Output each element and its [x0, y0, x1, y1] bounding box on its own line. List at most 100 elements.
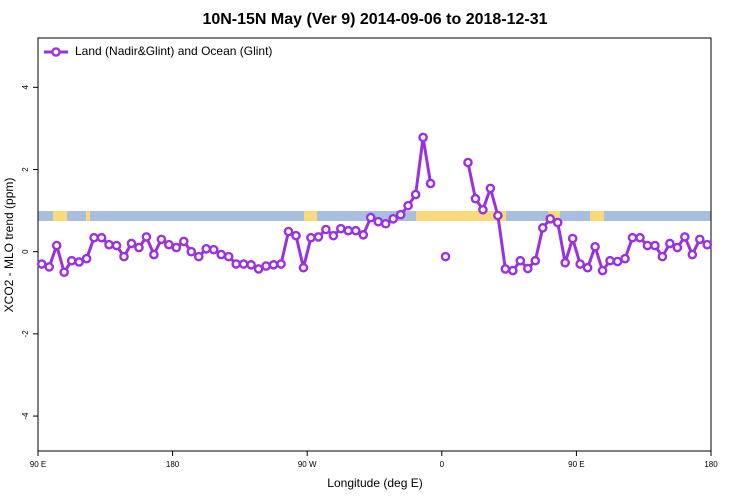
data-point — [171, 242, 182, 253]
land-patch — [416, 211, 506, 221]
data-point — [104, 239, 114, 250]
data-point — [283, 226, 294, 237]
data-point — [96, 232, 107, 243]
data-point — [478, 204, 488, 215]
data-point — [612, 256, 623, 267]
legend-label: Land (Nadir&Glint) and Ocean (Glint) — [75, 44, 272, 58]
data-point — [380, 218, 391, 229]
data-point — [36, 259, 47, 269]
data-point — [291, 230, 301, 241]
data-point — [253, 264, 264, 274]
land-patch — [86, 211, 90, 221]
data-point — [44, 262, 55, 272]
data-point — [395, 209, 406, 220]
y-tick-label: 2 — [21, 167, 30, 172]
data-point — [493, 210, 503, 221]
data-point — [74, 257, 84, 267]
data-point — [89, 232, 99, 243]
data-point — [665, 238, 675, 249]
data-point — [276, 259, 286, 269]
data-point — [231, 259, 241, 269]
y-tick-label: 0 — [21, 249, 30, 254]
data-point — [351, 225, 361, 236]
data-point — [627, 232, 638, 243]
data-point — [552, 217, 563, 228]
data-point — [605, 255, 615, 266]
data-point — [246, 260, 256, 270]
data-point — [111, 240, 122, 251]
data-point — [223, 251, 234, 262]
data-point — [470, 193, 481, 204]
x-axis-label: Longitude (deg E) — [327, 476, 422, 490]
data-point — [164, 239, 174, 250]
data-point — [500, 264, 511, 274]
data-point — [403, 200, 413, 211]
data-point — [650, 240, 660, 251]
x-tick-label: 180 — [166, 460, 180, 469]
data-point — [156, 234, 167, 245]
data-point — [680, 232, 690, 242]
x-tick-label: 90 W — [298, 460, 317, 469]
land-patch — [590, 211, 604, 221]
data-point — [597, 265, 608, 276]
data-point — [81, 253, 92, 264]
data-point — [388, 214, 398, 224]
data-point — [515, 255, 526, 266]
land-patch — [53, 211, 67, 221]
y-axis-label: XCO2 - MLO trend (ppm) — [2, 178, 16, 313]
data-point — [642, 240, 653, 251]
data-point — [126, 238, 137, 249]
data-point — [418, 132, 428, 143]
data-point — [522, 263, 533, 274]
x-tick-label: 0 — [440, 460, 445, 469]
data-point — [59, 267, 69, 278]
data-point — [620, 253, 630, 264]
data-point — [567, 233, 578, 244]
data-point — [193, 251, 204, 262]
data-point — [216, 249, 227, 260]
data-point — [425, 178, 436, 189]
data-point — [201, 244, 212, 254]
y-tick-label: -4 — [21, 412, 30, 420]
data-point — [268, 260, 279, 270]
data-point — [672, 242, 683, 253]
data-point — [336, 223, 346, 234]
data-point — [560, 257, 570, 268]
data-point — [463, 157, 473, 168]
x-tick-label: 180 — [704, 460, 718, 469]
land-patch — [304, 211, 317, 221]
data-line — [41, 135, 709, 274]
data-point — [485, 183, 496, 194]
data-point — [694, 234, 705, 245]
data-point — [508, 265, 518, 276]
data-point — [321, 224, 331, 235]
chart-title: 10N-15N May (Ver 9) 2014-09-06 to 2018-1… — [202, 11, 547, 28]
data-point — [306, 232, 316, 243]
data-point — [119, 251, 129, 262]
data-point — [343, 225, 354, 236]
data-point — [530, 255, 541, 266]
data-point — [657, 251, 668, 262]
data-point — [261, 261, 271, 271]
data-point — [582, 262, 593, 273]
data-point — [440, 251, 451, 262]
data-point — [373, 216, 384, 227]
data-point — [141, 232, 152, 242]
data-point — [545, 214, 556, 224]
data-point — [149, 249, 159, 260]
x-tick-label: 90 E — [568, 460, 584, 469]
x-tick-label: 90 E — [30, 460, 46, 469]
data-point — [365, 212, 376, 223]
data-point — [238, 259, 249, 269]
data-point — [702, 239, 713, 250]
data-point — [179, 236, 189, 247]
y-tick-label: 4 — [21, 85, 30, 90]
data-point — [635, 232, 645, 243]
data-point — [410, 189, 421, 200]
data-point — [575, 259, 585, 269]
data-point — [134, 242, 144, 253]
data-point — [328, 230, 339, 241]
data-point — [208, 244, 219, 255]
data-point — [313, 232, 324, 242]
